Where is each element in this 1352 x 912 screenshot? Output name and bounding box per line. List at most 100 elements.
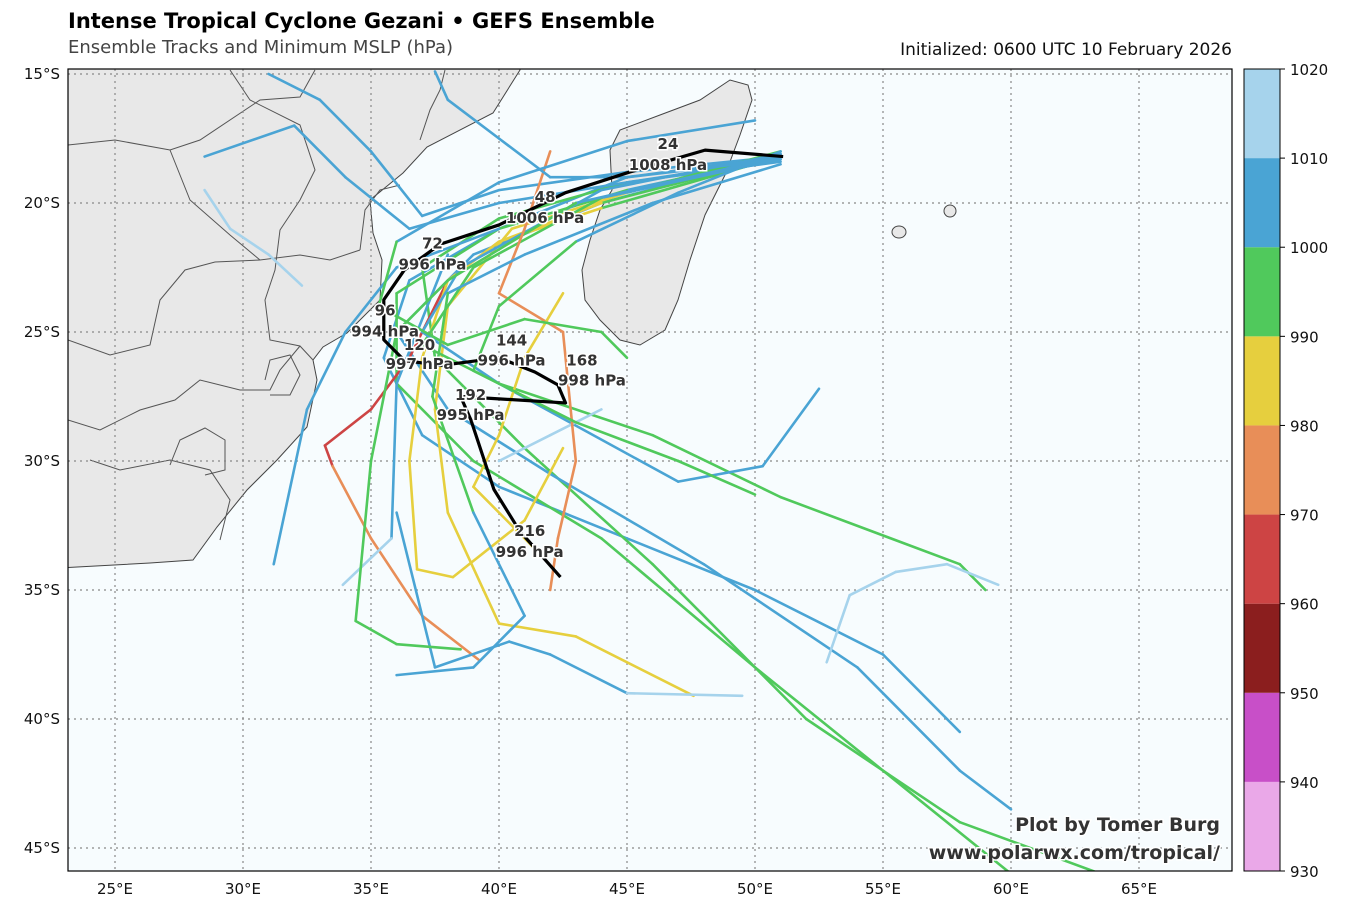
track-segment — [267, 72, 322, 102]
track-segment — [433, 304, 450, 411]
colorbar-bin — [1244, 514, 1280, 604]
track-segment — [523, 201, 654, 256]
track-segment — [753, 588, 885, 656]
forecast-hour-label: 48 — [535, 188, 556, 206]
mauritius-island — [943, 204, 957, 218]
track-segment — [651, 562, 808, 721]
track-segment — [600, 152, 782, 192]
track-segment — [431, 291, 450, 398]
track-segment — [395, 227, 501, 295]
colorbar-label: 940 — [1290, 774, 1319, 792]
track-segment — [825, 593, 852, 664]
ensemble-track — [472, 291, 565, 553]
lon-tick-label: 65°E — [1121, 880, 1157, 898]
track-segment — [272, 408, 309, 566]
forecast-hour-label: 120 — [404, 336, 435, 354]
track-segment — [510, 191, 629, 231]
track-segment — [779, 495, 962, 566]
track-segment — [561, 330, 578, 463]
chart-title: Intense Tropical Cyclone Gezani • GEFS E… — [68, 9, 655, 33]
track-segment — [323, 408, 373, 447]
track-segment — [600, 537, 757, 669]
lat-tick-label: 25°S — [24, 323, 60, 341]
lon-tick-label: 35°E — [353, 880, 389, 898]
colorbar-label: 990 — [1290, 328, 1319, 346]
track-segment — [354, 619, 398, 646]
track-segment — [497, 291, 565, 334]
track-segment — [420, 614, 480, 661]
track-segment — [395, 642, 462, 651]
credit-author: Plot by Tomer Burg — [1015, 814, 1220, 836]
country-border — [68, 259, 261, 356]
track-segment — [395, 330, 450, 411]
ensemble-track — [395, 511, 744, 698]
track-segment — [354, 459, 373, 623]
track-segment — [420, 188, 501, 218]
track-segment — [408, 356, 424, 463]
colorbar: 930 940 950 960 970 980 990 1000 1010 1020 — [1243, 61, 1328, 881]
track-segment — [497, 170, 629, 192]
track-segment — [574, 191, 680, 243]
track-segment — [548, 537, 560, 592]
track-segment — [507, 640, 552, 656]
africa-landmass — [68, 69, 521, 569]
lat-tick-label: 20°S — [24, 194, 60, 212]
track-segment — [395, 382, 475, 463]
madagascar-landmass — [581, 79, 753, 346]
track-segment — [651, 163, 782, 205]
track-segment — [420, 433, 501, 489]
mslp-label: 998 hPa — [558, 371, 626, 389]
lon-tick-label: 40°E — [481, 880, 517, 898]
track-segment — [600, 330, 629, 360]
mslp-label: 996 hPa — [478, 352, 546, 370]
track-segment — [446, 511, 501, 625]
reunion-island — [891, 225, 907, 239]
track-segment — [761, 387, 821, 468]
track-segment — [625, 157, 782, 179]
track-segment — [574, 635, 695, 698]
track-segment — [651, 433, 782, 499]
track-segment — [433, 640, 511, 669]
plot-area: 24 1008 hPa 48 1006 hPa 72 996 hPa 96 994 hPa12… — [68, 69, 1232, 871]
ensemble-track — [472, 150, 782, 496]
track-segment — [446, 253, 526, 295]
track-segment — [446, 98, 501, 140]
track-segment — [497, 139, 629, 184]
forecast-hour-label: 24 — [658, 135, 679, 153]
track-segment — [472, 196, 603, 269]
ensemble-track — [395, 163, 782, 677]
ensemble-mean-track — [382, 148, 784, 579]
country-border — [68, 345, 301, 431]
country-border — [89, 459, 231, 541]
forecast-hour-label: 216 — [514, 522, 545, 540]
track-segment — [395, 227, 501, 269]
track-segment — [676, 459, 757, 496]
forecast-hour-label: 192 — [455, 386, 486, 404]
country-border — [169, 427, 226, 476]
track-segment — [958, 562, 987, 592]
colorbar-bin — [1244, 781, 1280, 871]
colorbar-bin — [1244, 425, 1280, 515]
forecast-hour-label: 144 — [496, 332, 527, 350]
track-segment — [548, 472, 706, 566]
mslp-label: 1008 hPa — [629, 156, 707, 174]
country-border — [264, 354, 301, 396]
mslp-label: 996 hPa — [398, 255, 466, 273]
lon-tick-label: 45°E — [609, 880, 645, 898]
track-segment — [497, 356, 526, 437]
track-segment — [415, 568, 455, 579]
ensemble-track — [203, 188, 304, 287]
track-segment — [420, 266, 437, 360]
track-segment — [497, 622, 578, 638]
lon-tick-label: 25°E — [97, 880, 133, 898]
track-segment — [523, 150, 552, 231]
track-segment — [497, 137, 552, 179]
track-segment — [676, 150, 782, 194]
forecast-hour-label: 96 — [375, 301, 396, 319]
colorbar-label: 980 — [1290, 417, 1319, 435]
track-segment — [472, 459, 603, 540]
colorbar-label: 930 — [1290, 863, 1319, 881]
ensemble-track — [825, 562, 1000, 664]
lon-tick-label: 50°E — [737, 880, 773, 898]
